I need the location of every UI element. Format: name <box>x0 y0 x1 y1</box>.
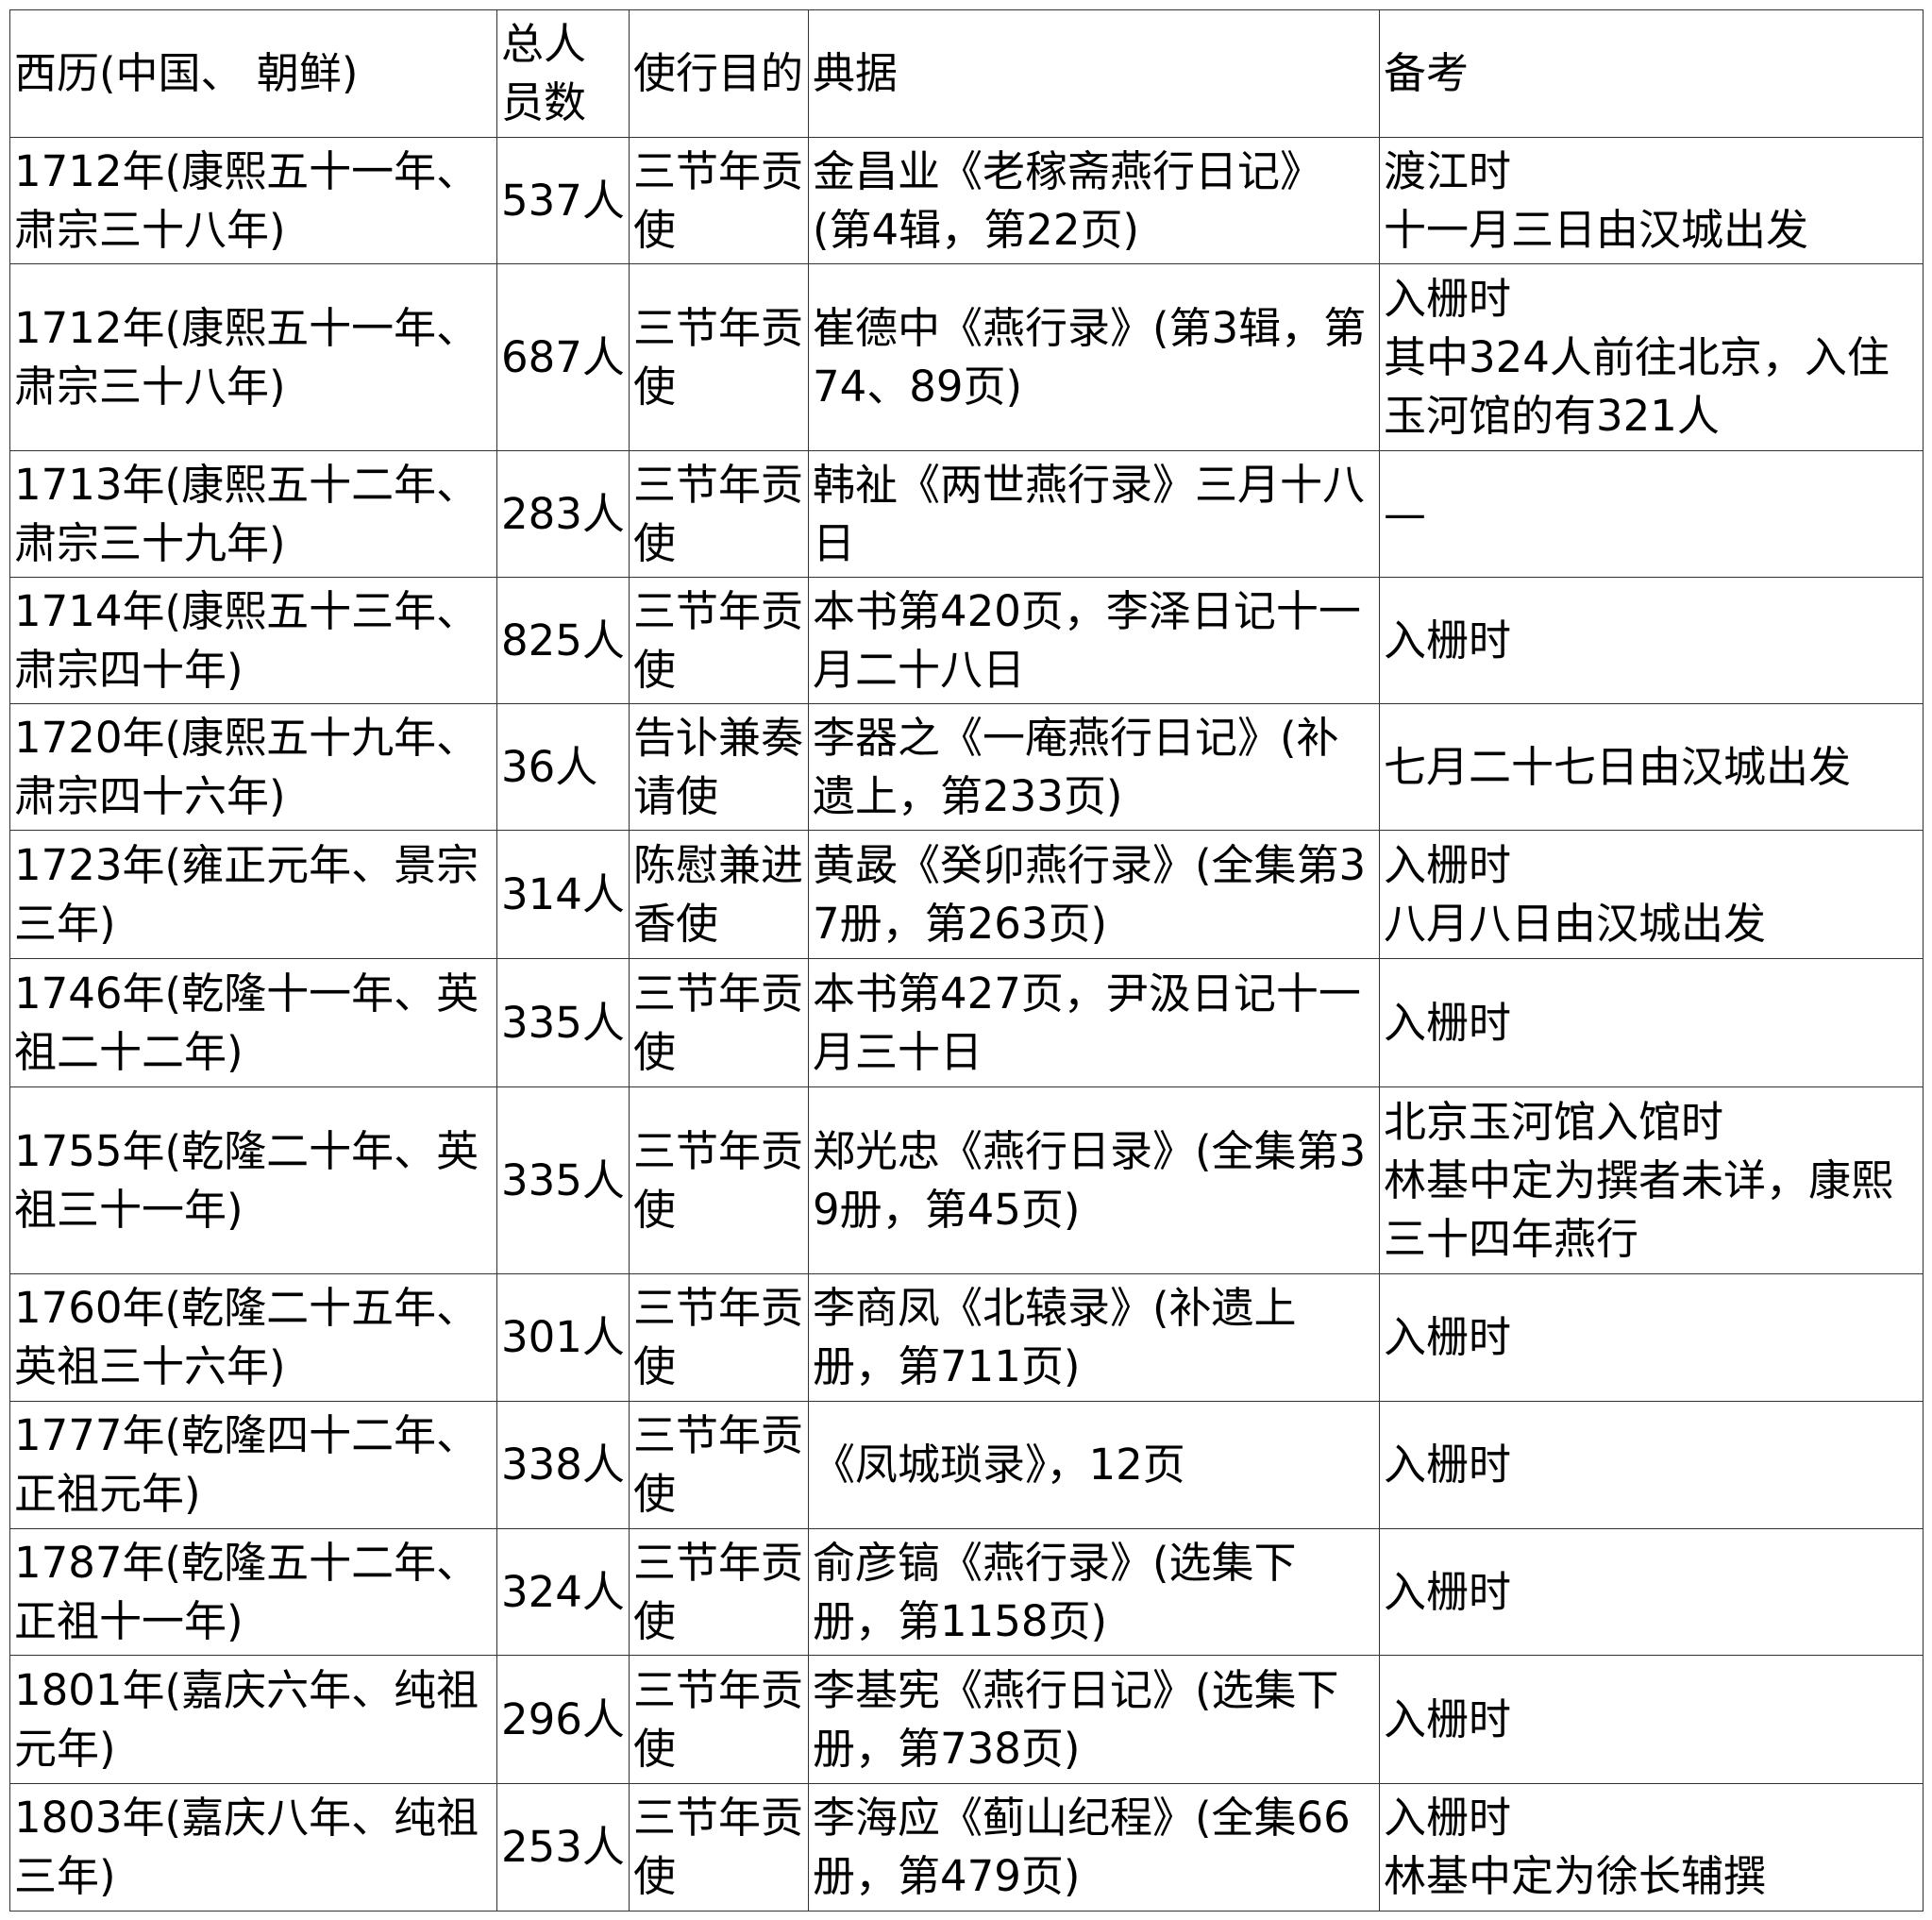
cell-source: 《凤城琐录》，12页 <box>808 1401 1380 1529</box>
cell-date: 1801年(嘉庆六年、纯祖元年) <box>9 1655 497 1784</box>
table-row: 1760年(乾隆二十五年、英祖三十六年) 301人 三节年贡使 李商凤《北辕录》(补遗… <box>9 1273 1924 1402</box>
cell-source: 韩祉《两世燕行录》三月十八日 <box>808 450 1380 578</box>
cell-source: 李基宪《燕行日记》(选集下册，第738页) <box>808 1655 1380 1784</box>
table-row: 1723年(雍正元年、景宗三年) 314人 陈慰兼进香使 黄晸《癸卯燕行录》(全集第3… <box>9 830 1924 959</box>
header-cell-remarks: 备考 <box>1379 9 1924 138</box>
cell-date: 1713年(康熙五十二年、肃宗三十九年) <box>9 450 497 578</box>
table-row: 1712年(康熙五十一年、肃宗三十八年) 687人 三节年贡使 崔德中《燕行录》(第3… <box>9 263 1924 451</box>
cell-remarks: 入栅时 <box>1379 1401 1924 1529</box>
cell-purpose: 三节年贡使 <box>629 1401 809 1529</box>
cell-date: 1787年(乾隆五十二年、正祖十一年) <box>9 1528 497 1656</box>
table-row: 1714年(康熙五十三年、肃宗四十年) 825人 三节年贡使 本书第420页，李泽日记… <box>9 577 1924 704</box>
cell-source: 李器之《一庵燕行日记》(补遗上，第233页) <box>808 703 1380 831</box>
cell-count: 253人 <box>496 1783 630 1912</box>
cell-date: 1760年(乾隆二十五年、英祖三十六年) <box>9 1273 497 1402</box>
cell-remarks: 北京玉河馆入馆时 林基中定为撰者未详，康熙三十四年燕行 <box>1379 1086 1924 1274</box>
cell-date: 1723年(雍正元年、景宗三年) <box>9 830 497 959</box>
cell-remarks: 入栅时 <box>1379 1528 1924 1656</box>
cell-purpose: 三节年贡使 <box>629 1273 809 1402</box>
cell-purpose: 三节年贡使 <box>629 137 809 264</box>
cell-remarks: 渡江时 十一月三日由汉城出发 <box>1379 137 1924 264</box>
cell-source: 李海应《蓟山纪程》(全集66册，第479页) <box>808 1783 1380 1912</box>
cell-purpose: 三节年贡使 <box>629 1655 809 1784</box>
cell-remarks: 七月二十七日由汉城出发 <box>1379 703 1924 831</box>
cell-count: 687人 <box>496 263 630 451</box>
cell-date: 1712年(康熙五十一年、肃宗三十八年) <box>9 137 497 264</box>
cell-remarks: 入栅时 <box>1379 577 1924 704</box>
cell-date: 1755年(乾隆二十年、英祖三十一年) <box>9 1086 497 1274</box>
cell-date: 1746年(乾隆十一年、英祖二十二年) <box>9 958 497 1087</box>
header-cell-date: 西历(中国、 朝鲜) <box>9 9 497 138</box>
cell-purpose: 三节年贡使 <box>629 1086 809 1274</box>
cell-count: 283人 <box>496 450 630 578</box>
cell-date: 1712年(康熙五十一年、肃宗三十八年) <box>9 263 497 451</box>
cell-source: 本书第420页，李泽日记十一月二十八日 <box>808 577 1380 704</box>
cell-purpose: 三节年贡使 <box>629 1783 809 1912</box>
cell-date: 1777年(乾隆四十二年、正祖元年) <box>9 1401 497 1529</box>
cell-remarks: — <box>1379 450 1924 578</box>
header-cell-source: 典据 <box>808 9 1380 138</box>
cell-date: 1714年(康熙五十三年、肃宗四十年) <box>9 577 497 704</box>
header-cell-purpose: 使行目的 <box>629 9 809 138</box>
cell-remarks: 入栅时 林基中定为徐长辅撰 <box>1379 1783 1924 1912</box>
envoy-table: 西历(中国、 朝鲜) 总人员数 使行目的 典据 备考 1712年(康熙五十一年、… <box>9 9 1924 1912</box>
cell-source: 本书第427页，尹汲日记十一月三十日 <box>808 958 1380 1087</box>
cell-count: 825人 <box>496 577 630 704</box>
table-row: 1801年(嘉庆六年、纯祖元年) 296人 三节年贡使 李基宪《燕行日记》(选集下册，… <box>9 1655 1924 1784</box>
table-row: 1746年(乾隆十一年、英祖二十二年) 335人 三节年贡使 本书第427页，尹汲日… <box>9 958 1924 1087</box>
table-row: 1755年(乾隆二十年、英祖三十一年) 335人 三节年贡使 郑光忠《燕行日录》(全集… <box>9 1086 1924 1274</box>
cell-purpose: 三节年贡使 <box>629 263 809 451</box>
cell-source: 郑光忠《燕行日录》(全集第39册，第45页) <box>808 1086 1380 1274</box>
cell-count: 335人 <box>496 1086 630 1274</box>
cell-count: 301人 <box>496 1273 630 1402</box>
cell-date: 1803年(嘉庆八年、纯祖三年) <box>9 1783 497 1912</box>
table-row: 1713年(康熙五十二年、肃宗三十九年) 283人 三节年贡使 韩祉《两世燕行录》三月… <box>9 450 1924 578</box>
cell-remarks: 入栅时 <box>1379 1655 1924 1784</box>
header-cell-count: 总人员数 <box>496 9 630 138</box>
cell-purpose: 陈慰兼进香使 <box>629 830 809 959</box>
table-row: 1720年(康熙五十九年、肃宗四十六年) 36人 告讣兼奏请使 李器之《一庵燕行日记》… <box>9 703 1924 831</box>
table-row: 1803年(嘉庆八年、纯祖三年) 253人 三节年贡使 李海应《蓟山纪程》(全集66册… <box>9 1783 1924 1912</box>
cell-count: 335人 <box>496 958 630 1087</box>
cell-purpose: 告讣兼奏请使 <box>629 703 809 831</box>
cell-count: 324人 <box>496 1528 630 1656</box>
cell-count: 537人 <box>496 137 630 264</box>
cell-purpose: 三节年贡使 <box>629 958 809 1087</box>
cell-source: 黄晸《癸卯燕行录》(全集第37册，第263页) <box>808 830 1380 959</box>
cell-purpose: 三节年贡使 <box>629 450 809 578</box>
header-row: 西历(中国、 朝鲜) 总人员数 使行目的 典据 备考 <box>9 9 1924 138</box>
cell-remarks: 入栅时 其中324人前往北京，入住玉河馆的有321人 <box>1379 263 1924 451</box>
cell-count: 36人 <box>496 703 630 831</box>
cell-count: 296人 <box>496 1655 630 1784</box>
cell-count: 314人 <box>496 830 630 959</box>
cell-source: 俞彦镐《燕行录》(选集下册，第1158页) <box>808 1528 1380 1656</box>
cell-purpose: 三节年贡使 <box>629 577 809 704</box>
cell-date: 1720年(康熙五十九年、肃宗四十六年) <box>9 703 497 831</box>
cell-source: 崔德中《燕行录》(第3辑，第74、89页) <box>808 263 1380 451</box>
table-row: 1712年(康熙五十一年、肃宗三十八年) 537人 三节年贡使 金昌业《老稼斋燕行日记… <box>9 137 1924 264</box>
cell-purpose: 三节年贡使 <box>629 1528 809 1656</box>
cell-count: 338人 <box>496 1401 630 1529</box>
cell-remarks: 入栅时 <box>1379 1273 1924 1402</box>
cell-remarks: 入栅时 八月八日由汉城出发 <box>1379 830 1924 959</box>
table-row: 1787年(乾隆五十二年、正祖十一年) 324人 三节年贡使 俞彦镐《燕行录》(选集下… <box>9 1528 1924 1656</box>
cell-source: 金昌业《老稼斋燕行日记》(第4辑，第22页) <box>808 137 1380 264</box>
table-row: 1777年(乾隆四十二年、正祖元年) 338人 三节年贡使 《凤城琐录》，12页 入栅… <box>9 1401 1924 1529</box>
cell-remarks: 入栅时 <box>1379 958 1924 1087</box>
cell-source: 李商凤《北辕录》(补遗上册，第711页) <box>808 1273 1380 1402</box>
